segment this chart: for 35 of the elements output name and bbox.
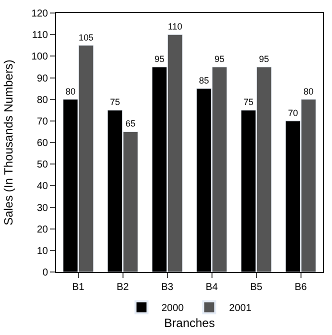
x-tick-label: B5 [250, 282, 263, 293]
y-tick-label: 70 [36, 116, 48, 128]
y-tick-label: 120 [31, 8, 48, 20]
y-tick-label: 30 [36, 202, 48, 214]
data-label: 85 [198, 76, 209, 86]
x-tick-label: B6 [294, 282, 308, 293]
y-tick-label: 110 [32, 30, 48, 42]
y-tick-label: 50 [36, 160, 48, 171]
data-label: 80 [304, 86, 314, 96]
data-label: 70 [288, 108, 298, 118]
y-axis-title: Sales (In Thousands Numbers) [2, 60, 16, 226]
data-label: 75 [110, 97, 120, 108]
data-label: 110 [168, 22, 182, 32]
y-tick-label: 10 [36, 246, 48, 257]
data-label: 105 [78, 32, 94, 42]
data-label: 95 [259, 54, 270, 64]
y-tick-label: 60 [36, 138, 48, 149]
data-label: 65 [126, 118, 136, 129]
data-label: 75 [243, 97, 254, 108]
data-label: 95 [154, 54, 164, 64]
y-tick-label: 40 [36, 181, 48, 192]
y-tick-label: 20 [36, 224, 48, 236]
y-tick-label: 100 [31, 52, 48, 63]
y-tick-label: 0 [42, 268, 48, 278]
x-axis-title: Branches [164, 316, 215, 330]
legend-label: 2001 [229, 303, 252, 314]
data-label: 95 [214, 54, 225, 64]
x-tick-label: B2 [116, 282, 130, 293]
x-tick-label: B4 [206, 282, 218, 293]
x-tick-label: B3 [161, 282, 174, 293]
y-tick-label: 80 [36, 94, 48, 106]
legend-label: 2000 [162, 303, 184, 314]
x-tick-label: B1 [72, 282, 85, 293]
data-label: 80 [65, 86, 76, 96]
y-tick-label: 90 [36, 73, 48, 84]
